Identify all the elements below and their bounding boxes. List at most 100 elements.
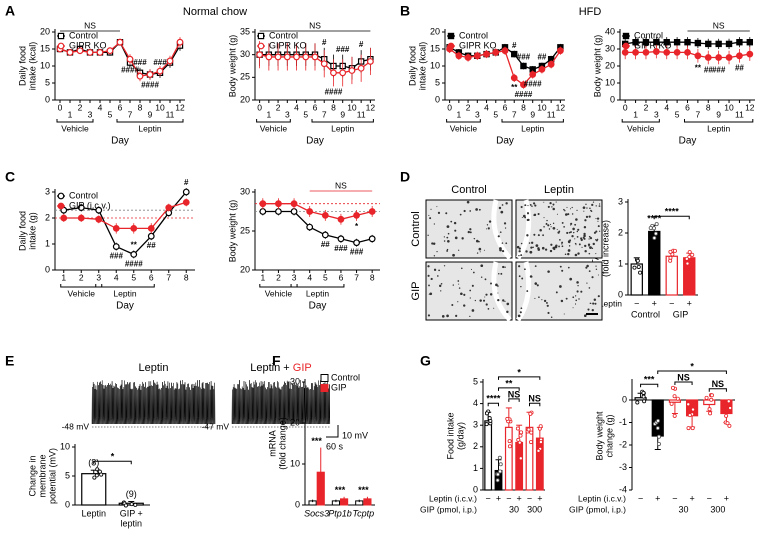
- y-axis-label: Daily food: [17, 46, 27, 86]
- stain: [457, 280, 460, 282]
- data-point: [673, 38, 681, 46]
- stain: [454, 229, 457, 232]
- stain: [534, 282, 538, 285]
- stain: [584, 244, 587, 248]
- annotation: ####: [325, 88, 343, 97]
- annotation: ***: [335, 485, 346, 495]
- scale-label: 10 mV: [342, 430, 368, 440]
- stain: [505, 202, 508, 205]
- stain: [580, 237, 583, 240]
- stain: [504, 227, 507, 229]
- y-axis-label: Body weight: [594, 411, 604, 461]
- stain: [588, 238, 590, 240]
- data-point: [95, 206, 103, 214]
- data-point: [106, 47, 114, 55]
- data-point: [130, 224, 138, 232]
- bracket-label: Leptin: [707, 123, 730, 133]
- annotation: ##: [735, 64, 744, 73]
- row-cell: 30: [509, 504, 519, 514]
- individual-point: [687, 250, 692, 255]
- y-tick-label: -4: [619, 484, 627, 494]
- stain: [524, 268, 526, 271]
- stain: [493, 307, 495, 309]
- stain: [502, 299, 505, 302]
- legend-label: GIPR KO: [269, 40, 307, 50]
- bar: [504, 426, 513, 491]
- stain: [567, 252, 570, 256]
- stain: [526, 290, 529, 292]
- legend-label: Control: [69, 30, 98, 40]
- x-tick-label: GIP +: [120, 508, 143, 518]
- annotation: ***: [358, 485, 369, 495]
- stain: [574, 238, 576, 240]
- legend-label: GIPR KO: [634, 40, 672, 50]
- stain: [595, 253, 597, 255]
- row-cell: GIP: [673, 309, 689, 319]
- stain: [558, 245, 560, 248]
- stain: [574, 295, 577, 297]
- panel-label: C: [5, 169, 15, 185]
- x-tick-label: 3: [88, 109, 93, 119]
- stain: [475, 239, 479, 243]
- row-cell: +: [652, 298, 657, 308]
- y-axis-label: (g/day): [455, 422, 465, 450]
- stain: [576, 209, 578, 211]
- stain: [552, 222, 555, 225]
- stain: [543, 226, 545, 228]
- bar: [484, 420, 493, 491]
- stain: [559, 285, 562, 288]
- stain: [570, 231, 572, 233]
- y-tick-label: 30: [240, 49, 250, 59]
- stain: [556, 228, 558, 230]
- stain: [441, 315, 445, 318]
- data-point: [76, 47, 84, 55]
- individual-point: [672, 248, 677, 253]
- x-tick-label: 10: [155, 102, 165, 112]
- stain: [534, 297, 536, 300]
- stain: [561, 269, 564, 272]
- y-axis-label: intake (kcal): [417, 42, 427, 91]
- bracket-label: Leptin: [521, 123, 544, 133]
- stain: [541, 246, 545, 250]
- stain: [564, 253, 567, 255]
- stain: [458, 287, 461, 289]
- y-tick-label: 30: [240, 186, 250, 196]
- baseline-label: -48 mV: [62, 421, 90, 431]
- stain: [589, 207, 591, 210]
- y-axis-label: change (g): [604, 414, 614, 457]
- stain: [543, 201, 545, 203]
- stain: [563, 313, 565, 315]
- bracket: [684, 119, 754, 123]
- x-tick-label: 12: [745, 102, 755, 112]
- stain: [533, 214, 536, 216]
- stain: [592, 302, 595, 305]
- stain: [461, 267, 463, 270]
- stain: [446, 225, 450, 229]
- stain: [588, 287, 591, 289]
- stain: [551, 206, 553, 208]
- significance-bracket: [508, 398, 520, 402]
- stain: [521, 277, 524, 280]
- stain: [537, 212, 540, 216]
- bracket-label: Vehicle: [265, 288, 293, 298]
- x-tick-label: 11: [357, 109, 366, 119]
- y-axis-label: Daily food: [17, 211, 27, 251]
- legend-label: Control: [634, 30, 663, 40]
- stain: [595, 265, 597, 267]
- individual-point: [635, 258, 640, 263]
- annotation: **: [695, 64, 702, 73]
- stain: [473, 237, 476, 240]
- stain: [568, 231, 571, 234]
- row-label: GIP (pmol, i.p.): [420, 504, 477, 514]
- stain: [586, 264, 589, 268]
- individual-point: [687, 413, 692, 418]
- legend-marker: [622, 32, 630, 40]
- stain: [584, 219, 587, 222]
- y-tick-label: 5: [65, 470, 70, 480]
- bracket-label: Leptin: [113, 288, 136, 298]
- y-axis-label: Change in: [27, 455, 37, 496]
- legend-marker: [447, 32, 455, 40]
- stain: [471, 309, 475, 312]
- stain: [542, 234, 544, 237]
- stain: [545, 222, 548, 225]
